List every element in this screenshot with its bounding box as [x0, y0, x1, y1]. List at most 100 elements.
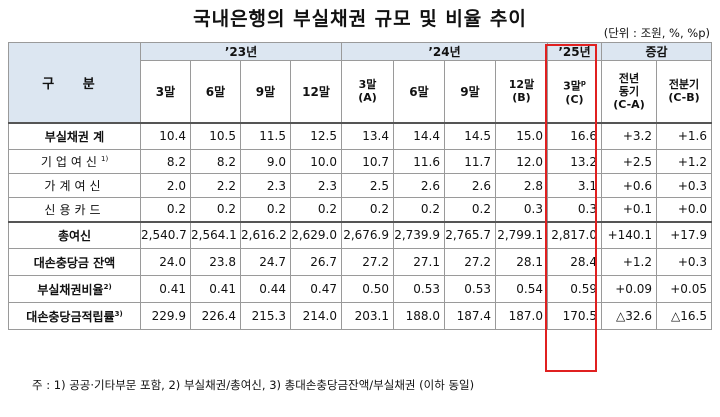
table-row: 총여신 2,540.7 2,564.1 2,616.2 2,629.0 2,676.9 2,…: [8, 220, 712, 249]
table-cell: 0.2: [140, 197, 191, 222]
table-cell: △32.6: [601, 302, 657, 330]
table-cell: 0.2: [341, 197, 394, 222]
table-cell: 0.47: [290, 275, 342, 303]
table-cell: 24.0: [140, 248, 191, 276]
row-label: 부실채권 계: [8, 121, 141, 150]
row-label: 가계여신: [8, 173, 141, 198]
table-cell: 214.0: [290, 302, 342, 330]
table-cell: +0.3: [656, 173, 712, 198]
row-label: 총여신: [8, 220, 141, 249]
table-cell: 0.59: [547, 275, 602, 303]
row-label: 신용카드: [8, 197, 141, 222]
table-cell: 16.6: [547, 121, 602, 150]
table-cell: 0.50: [341, 275, 394, 303]
table-cell: 26.7: [290, 248, 342, 276]
table-cell: 2.3: [240, 173, 291, 198]
col-23-q2: 6말: [190, 60, 241, 123]
table-cell: 170.5: [547, 302, 602, 330]
table-cell: 2,799.1: [495, 220, 548, 249]
table-cell: +1.2: [656, 149, 712, 174]
table-row: 대손충당금적립률3) 229.9 226.4 215.3 214.0 203.1 188.0…: [8, 302, 712, 330]
table-cell: 2.5: [341, 173, 394, 198]
table-cell: 0.2: [240, 197, 291, 222]
table-cell: 3.1: [547, 173, 602, 198]
table-cell: 28.1: [495, 248, 548, 276]
table-cell: 188.0: [393, 302, 445, 330]
table-cell: 0.2: [393, 197, 445, 222]
table-cell: 27.2: [444, 248, 496, 276]
table-row: 부실채권 계 10.4 10.5 11.5 12.5 13.4 14.4 14.5 15.0 16…: [8, 121, 712, 150]
table-cell: 14.4: [393, 121, 445, 150]
table-cell: 10.0: [290, 149, 342, 174]
table-cell: 2,765.7: [444, 220, 496, 249]
table-cell: 0.44: [240, 275, 291, 303]
table-cell: 2.8: [495, 173, 548, 198]
col-23-q1: 3말: [140, 60, 191, 123]
table-cell: 2,616.2: [240, 220, 291, 249]
table-cell: 11.6: [393, 149, 445, 174]
table-row: 가계여신 2.0 2.2 2.3 2.3 2.5 2.6 2.6 2.8 3.1 +0.6 +0.3: [8, 173, 712, 198]
table-cell: 10.5: [190, 121, 241, 150]
table-cell: +3.2: [601, 121, 657, 150]
table-cell: 13.4: [341, 121, 394, 150]
table-row: 대손충당금 잔액 24.0 23.8 24.7 26.7 27.2 27.1 27.2 28.1…: [8, 248, 712, 276]
col-qoq: 전분기 (C-B): [656, 60, 712, 123]
table-cell: +0.3: [656, 248, 712, 276]
col-25-q1: 3말p (C): [547, 60, 602, 123]
table-cell: 14.5: [444, 121, 496, 150]
table-body: 부실채권 계 10.4 10.5 11.5 12.5 13.4 14.4 14.5 15.0 16…: [8, 121, 712, 330]
row-label: 대손충당금적립률3): [8, 302, 141, 330]
table-cell: 0.53: [444, 275, 496, 303]
col-24-q3: 9말: [444, 60, 496, 123]
table-cell: +1.6: [656, 121, 712, 150]
table-cell: 12.5: [290, 121, 342, 150]
table-cell: +0.0: [656, 197, 712, 222]
col-24-q4: 12말 (B): [495, 60, 548, 123]
table-cell: 2.0: [140, 173, 191, 198]
year-2024-header: ’24년: [341, 42, 548, 61]
year-2025-header: ’25년: [547, 42, 602, 61]
table-cell: 2.6: [393, 173, 445, 198]
table-cell: 187.0: [495, 302, 548, 330]
table-cell: 12.0: [495, 149, 548, 174]
table-cell: 8.2: [140, 149, 191, 174]
table-cell: 0.54: [495, 275, 548, 303]
col-24-q1: 3말 (A): [341, 60, 394, 123]
table-cell: +1.2: [601, 248, 657, 276]
table-cell: 27.2: [341, 248, 394, 276]
table-cell: 10.7: [341, 149, 394, 174]
table-cell: 2,817.0: [547, 220, 602, 249]
table-cell: 0.2: [444, 197, 496, 222]
table-cell: +0.09: [601, 275, 657, 303]
table-cell: 2.3: [290, 173, 342, 198]
table-cell: 203.1: [341, 302, 394, 330]
table-cell: 23.8: [190, 248, 241, 276]
year-2023-header: ’23년: [140, 42, 342, 61]
table-cell: 2,540.7: [140, 220, 191, 249]
gubun-header: 구 분: [8, 42, 141, 123]
table-cell: 2,564.1: [190, 220, 241, 249]
table-cell: 10.4: [140, 121, 191, 150]
table-cell: 28.4: [547, 248, 602, 276]
col-yoy: 전년 동기 (C-A): [601, 60, 657, 123]
col-24-q2: 6말: [393, 60, 445, 123]
table-cell: +0.1: [601, 197, 657, 222]
table-cell: 2,739.9: [393, 220, 445, 249]
table-cell: 2.6: [444, 173, 496, 198]
table-cell: +17.9: [656, 220, 712, 249]
table-cell: 0.2: [190, 197, 241, 222]
table-cell: 15.0: [495, 121, 548, 150]
header-row-years: 구 분 ’23년 ’24년 ’25년 증감: [8, 42, 712, 123]
table-cell: 0.41: [190, 275, 241, 303]
table-cell: 0.3: [547, 197, 602, 222]
table-cell: 9.0: [240, 149, 291, 174]
table-row: 신용카드 0.2 0.2 0.2 0.2 0.2 0.2 0.2 0.3 0.3 +0.1 +0.0: [8, 197, 712, 222]
table-cell: 0.2: [290, 197, 342, 222]
table-cell: 2,676.9: [341, 220, 394, 249]
table-cell: 11.5: [240, 121, 291, 150]
table-cell: +140.1: [601, 220, 657, 249]
col-23-q4: 12말: [290, 60, 342, 123]
footnote: 주 : 1) 공공·기타부문 포함, 2) 부실채권/총여신, 3) 총대손충당…: [32, 378, 475, 392]
row-label: 기업여신1): [8, 149, 141, 174]
unit-label: (단위 : 조원, %, %p): [603, 26, 710, 40]
